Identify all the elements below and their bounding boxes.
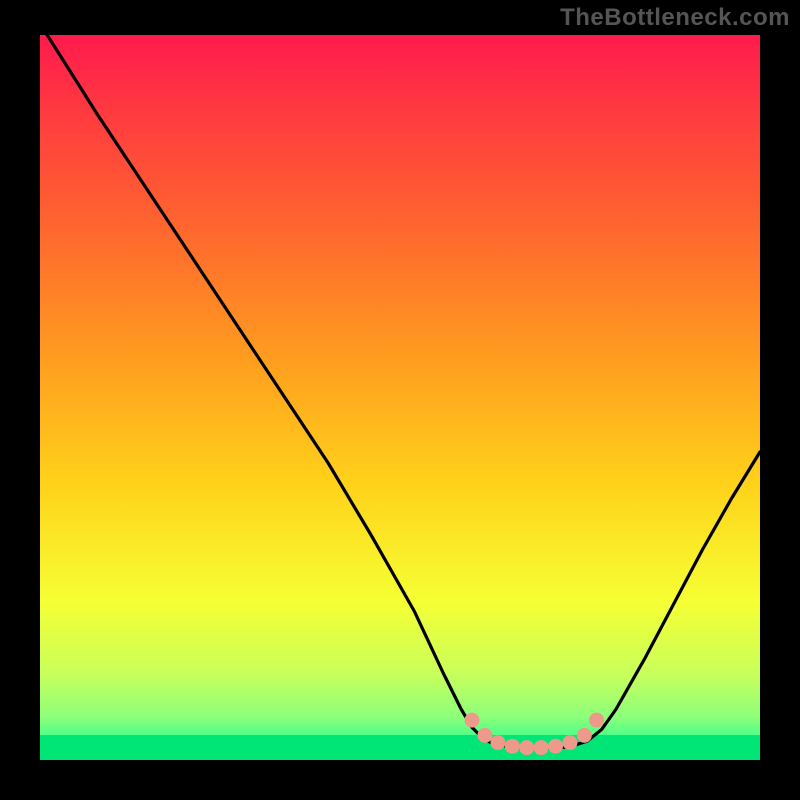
valley-marker xyxy=(562,735,577,750)
valley-marker xyxy=(490,735,505,750)
bottleneck-curve xyxy=(40,35,760,760)
stage: TheBottleneck.com xyxy=(0,0,800,800)
valley-marker xyxy=(465,713,480,728)
valley-marker xyxy=(505,739,520,754)
curve-path xyxy=(47,35,760,748)
valley-marker xyxy=(589,713,604,728)
plot-area xyxy=(40,35,760,760)
valley-marker xyxy=(548,739,563,754)
valley-marker xyxy=(519,740,534,755)
watermark-text: TheBottleneck.com xyxy=(560,4,790,32)
valley-marker xyxy=(534,740,549,755)
valley-marker xyxy=(477,728,492,743)
valley-marker xyxy=(577,728,592,743)
